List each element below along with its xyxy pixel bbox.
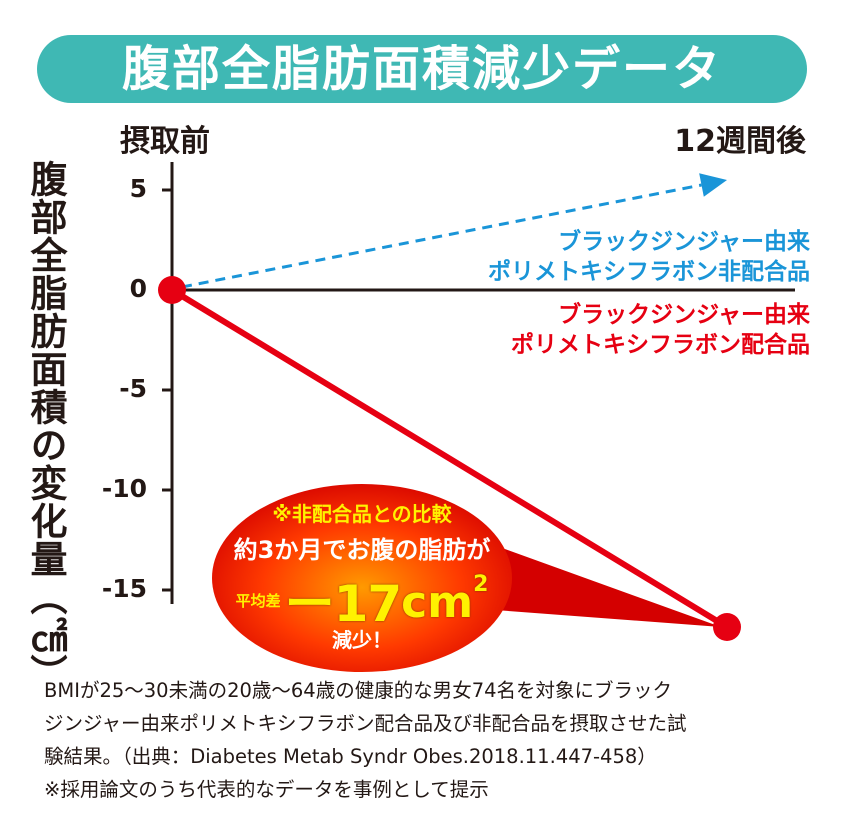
series-non-formulated-line	[181, 183, 702, 289]
legend-non-formulated-line1: ブラックジンジャー由来	[558, 229, 810, 255]
legend-formulated-line2: ポリメトキシフラボン配合品	[511, 332, 810, 358]
callout-note: ※非配合品との比較	[272, 502, 452, 526]
y-tick-label: -10	[101, 474, 147, 503]
callout-value-row: 平均差ー17cm2	[212, 564, 512, 633]
footnote-line-4: ※採用論文のうち代表的なデータを事例として提示	[44, 778, 489, 801]
series-formulated-point-start	[158, 276, 186, 304]
callout-end-text: 減少！	[332, 628, 392, 652]
x-label-after: 12週間後	[674, 124, 806, 159]
callout-bubble	[212, 484, 512, 672]
y-axis-label: 腹部全脂肪面積の変化量（㎠）	[24, 160, 67, 692]
y-tick-label: 5	[129, 174, 147, 203]
callout-pointer	[480, 540, 721, 627]
footnote-line-1: BMIが25～30未満の20歳～64歳の健康的な男女74名を対象にブラック	[44, 679, 673, 702]
callout-unit-sup: 2	[473, 572, 489, 597]
callout-main-text: 約3か月でお腹の脂肪が	[233, 536, 491, 564]
x-label-before: 摂取前	[120, 124, 210, 159]
footnote-line-3: 験結果。（出典：Diabetes Metab Syndr Obes.2018.1…	[44, 745, 657, 768]
callout-avg-label: 平均差	[235, 591, 281, 610]
callout-unit-text: cm	[401, 577, 474, 628]
legend-formulated-line1: ブラックジンジャー由来	[558, 302, 810, 328]
legend-non-formulated-line2: ポリメトキシフラボン非配合品	[488, 259, 810, 285]
y-tick-label: 0	[129, 274, 147, 303]
chart-title: 腹部全脂肪面積減少データ	[121, 41, 722, 97]
callout: ※非配合品との比較 約3か月でお腹の脂肪が 平均差ー17cm2 減少！	[212, 484, 512, 672]
series-formulated-line	[170, 287, 729, 630]
y-tick-label: -5	[119, 374, 147, 403]
y-tick-label: -15	[101, 574, 147, 603]
callout-value: ー17	[284, 575, 403, 633]
footnote: BMIが25～30未満の20歳～64歳の健康的な男女74名を対象にブラック ジン…	[44, 674, 824, 806]
legend-non-formulated: ブラックジンジャー由来 ポリメトキシフラボン非配合品	[488, 227, 810, 287]
series-non-formulated-arrowhead	[699, 173, 727, 197]
footnote-line-2: ジンジャー由来ポリメトキシフラボン配合品及び非配合品を摂取させた試	[44, 712, 687, 735]
title-banner: 腹部全脂肪面積減少データ	[37, 35, 807, 103]
legend-formulated: ブラックジンジャー由来 ポリメトキシフラボン配合品	[511, 300, 810, 360]
callout-unit: cm2	[401, 572, 488, 628]
series-formulated-point-end	[713, 613, 741, 641]
